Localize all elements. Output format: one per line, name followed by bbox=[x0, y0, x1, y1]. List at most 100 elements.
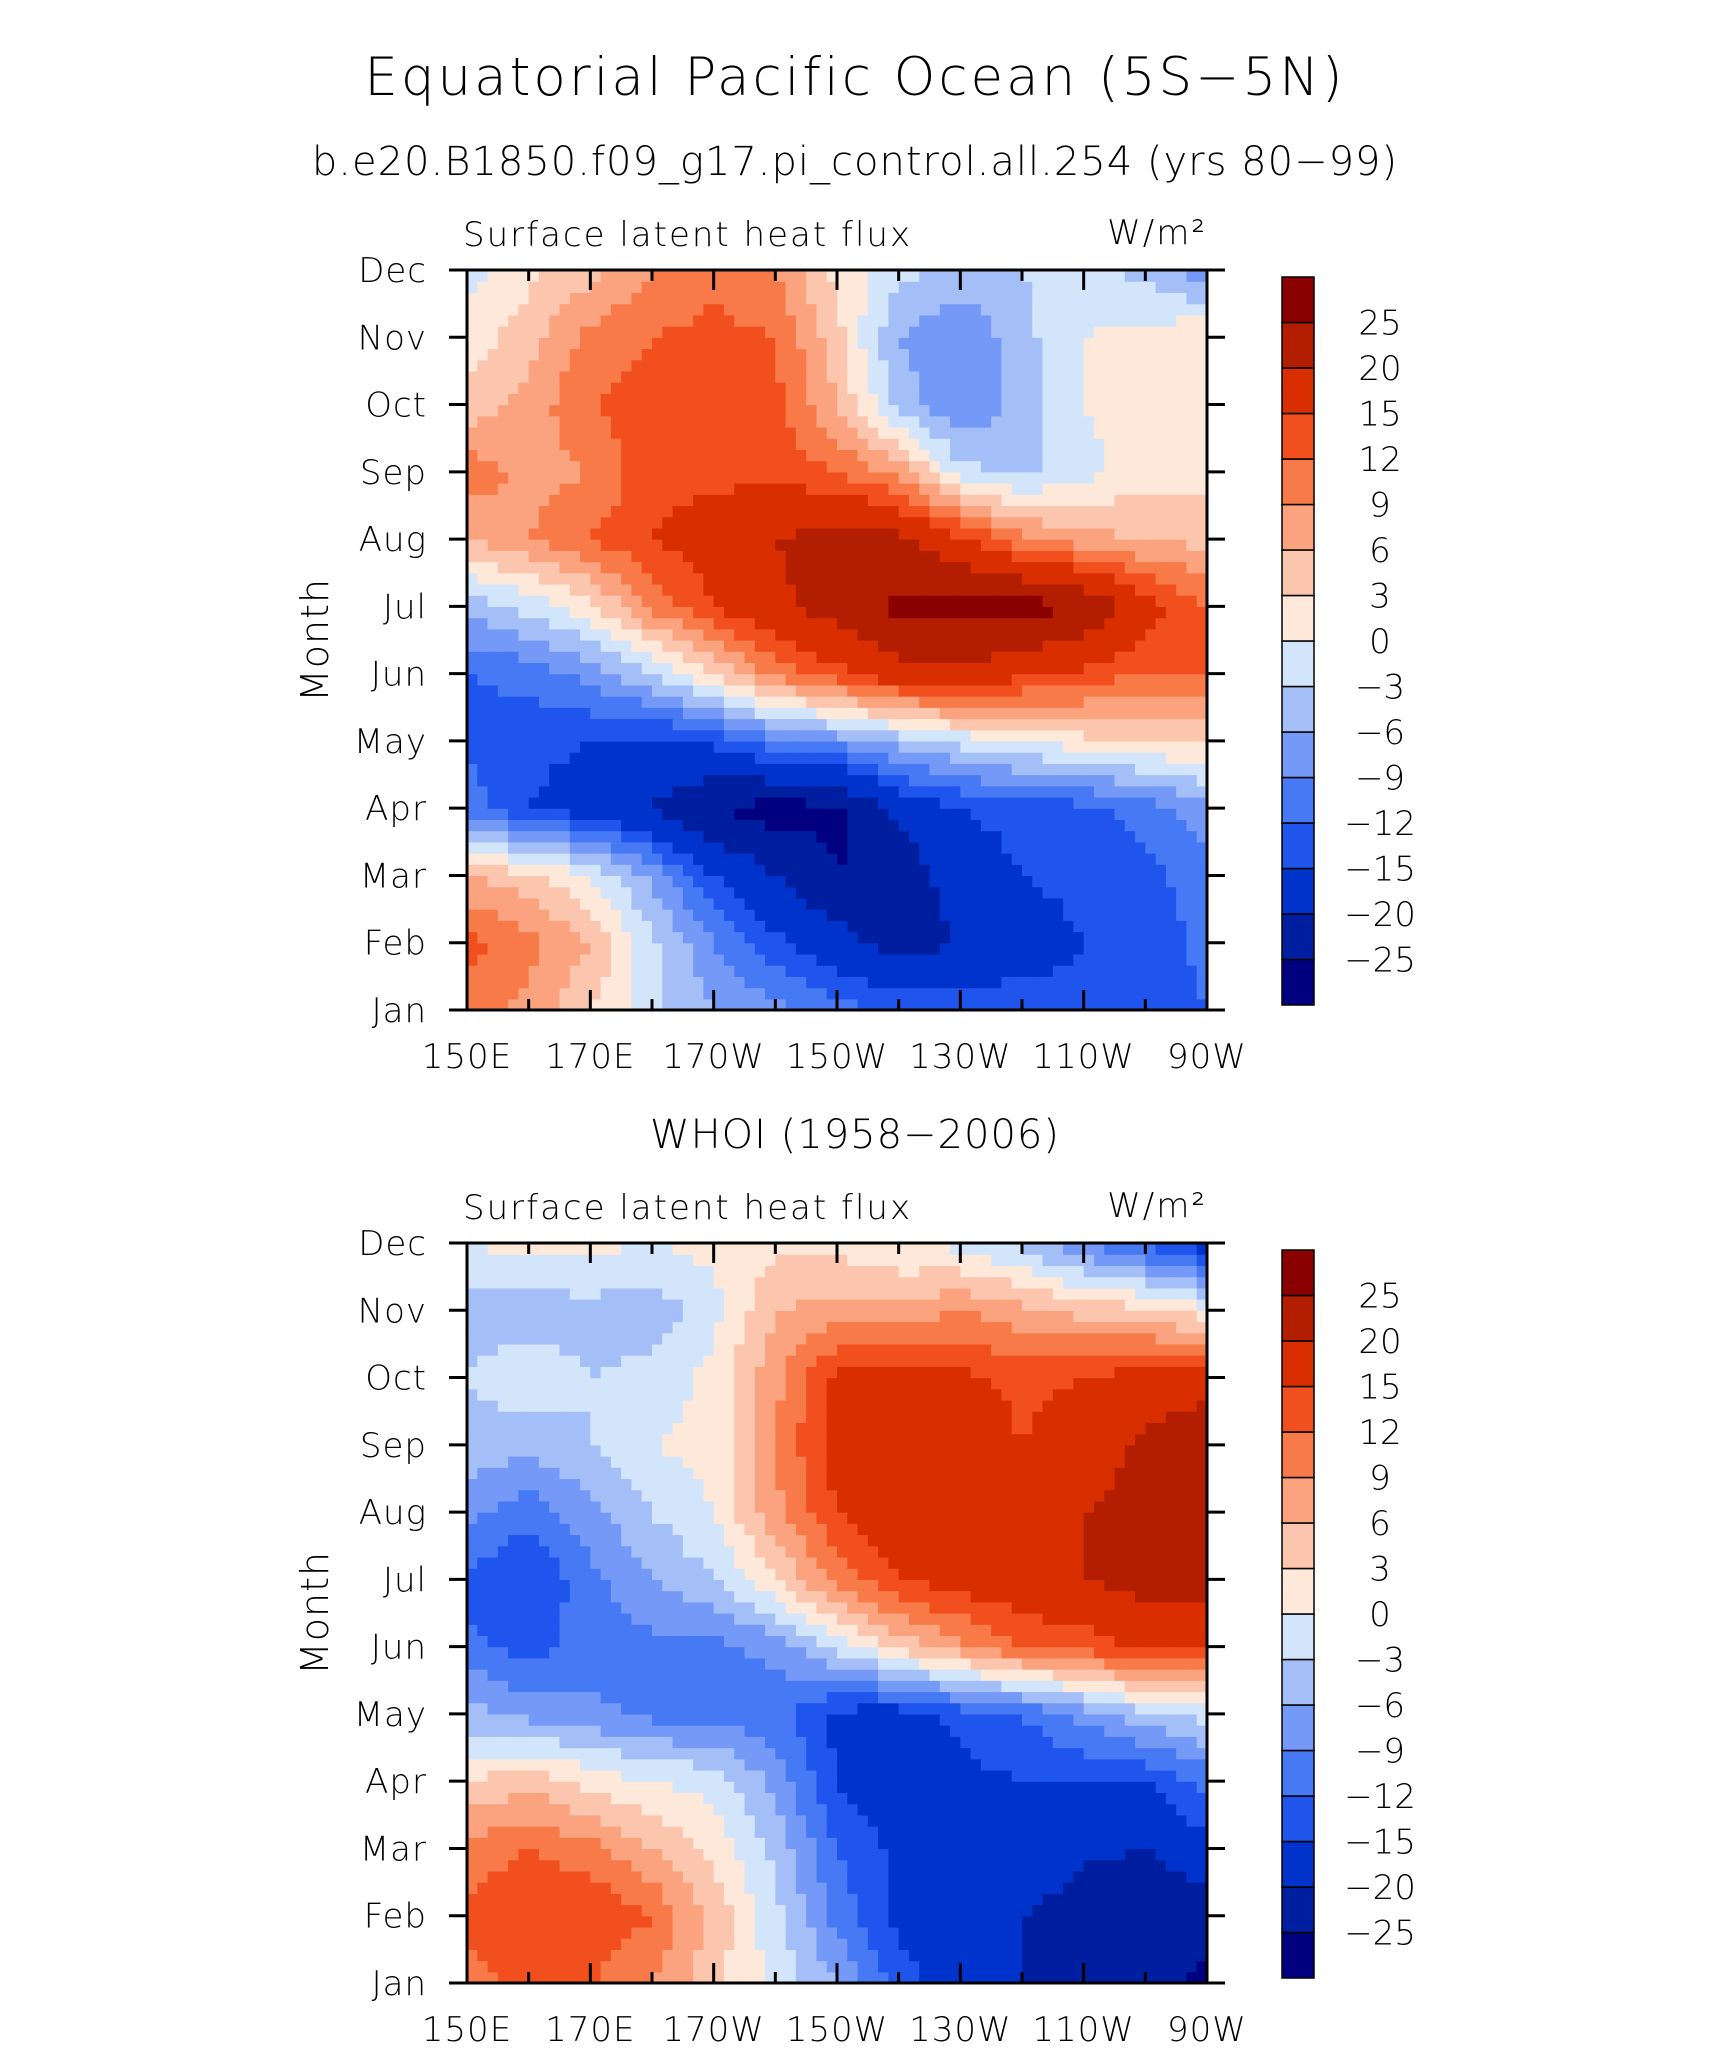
heatmap-cell bbox=[693, 830, 704, 843]
heatmap-cell bbox=[1196, 774, 1207, 787]
heatmap-cell bbox=[662, 1971, 674, 1983]
heatmap-cell bbox=[795, 292, 807, 305]
heatmap-cell bbox=[693, 853, 704, 865]
heatmap-cell bbox=[487, 471, 499, 484]
heatmap-cell bbox=[682, 808, 694, 820]
heatmap-cell bbox=[682, 314, 694, 327]
heatmap-cell bbox=[621, 404, 633, 417]
heatmap-cell bbox=[806, 673, 818, 686]
heatmap-cell bbox=[929, 326, 941, 338]
heatmap-cell bbox=[837, 830, 848, 843]
heatmap-cell bbox=[693, 684, 704, 697]
heatmap-cell bbox=[477, 370, 489, 383]
heatmap-cell bbox=[1011, 1960, 1023, 1973]
heatmap-cell bbox=[991, 415, 1003, 428]
heatmap-cell bbox=[1073, 483, 1085, 495]
heatmap-cell bbox=[857, 393, 869, 406]
heatmap-cell bbox=[1063, 909, 1074, 921]
heatmap-cell bbox=[713, 292, 725, 305]
heatmap-cell bbox=[621, 393, 633, 406]
heatmap-cell bbox=[775, 370, 787, 383]
heatmap-cell bbox=[806, 965, 818, 977]
heatmap-cell bbox=[857, 527, 869, 540]
heatmap-cell bbox=[1032, 449, 1044, 462]
heatmap-cell bbox=[847, 864, 859, 877]
heatmap-cell bbox=[580, 965, 591, 977]
heatmap-cell bbox=[467, 1960, 478, 1973]
heatmap-cell bbox=[1022, 965, 1033, 977]
heatmap-cell bbox=[929, 471, 941, 484]
heatmap-cell bbox=[1083, 785, 1095, 798]
heatmap-cell bbox=[765, 483, 776, 495]
heatmap-cell bbox=[723, 314, 735, 327]
heatmap-cell bbox=[1083, 673, 1095, 686]
heatmap-cell bbox=[1104, 550, 1116, 563]
heatmap-cell bbox=[991, 1960, 1003, 1973]
heatmap-cell bbox=[631, 539, 643, 551]
heatmap-cell bbox=[682, 370, 694, 383]
heatmap-cell bbox=[754, 337, 766, 350]
heatmap-cell bbox=[1176, 729, 1188, 742]
heatmap-cell bbox=[867, 572, 879, 585]
heatmap-cell bbox=[652, 651, 663, 664]
heatmap-cell bbox=[1073, 595, 1085, 607]
heatmap-cell bbox=[908, 886, 920, 899]
heatmap-cell bbox=[682, 696, 694, 708]
heatmap-cell bbox=[672, 572, 684, 585]
heatmap-cell bbox=[1011, 729, 1023, 742]
heatmap-cell bbox=[487, 1971, 499, 1983]
heatmap-cell bbox=[929, 303, 941, 316]
heatmap-cell bbox=[1032, 483, 1044, 495]
units-label: W/m² bbox=[1107, 213, 1207, 253]
heatmap-cell bbox=[744, 404, 756, 417]
heatmap-cell bbox=[795, 348, 807, 361]
heatmap-cell bbox=[939, 583, 951, 596]
heatmap-cell bbox=[1114, 942, 1126, 955]
heatmap-cell bbox=[806, 438, 818, 450]
heatmap-cell bbox=[713, 785, 725, 798]
heatmap-cell bbox=[621, 841, 633, 854]
heatmap-cell bbox=[713, 471, 725, 484]
heatmap-cell bbox=[970, 707, 982, 720]
heatmap-cell bbox=[641, 415, 653, 428]
heatmap-cell bbox=[1176, 673, 1188, 686]
heatmap-cell bbox=[1155, 640, 1167, 652]
heatmap-cell bbox=[518, 494, 530, 507]
heatmap-cell bbox=[991, 561, 1003, 574]
heatmap-cell bbox=[1052, 696, 1064, 708]
heatmap-cell bbox=[672, 281, 684, 294]
heatmap-cell bbox=[1083, 920, 1095, 933]
heatmap-cell bbox=[898, 998, 910, 1010]
heatmap-cell bbox=[497, 415, 509, 428]
heatmap-cell bbox=[467, 684, 478, 697]
heatmap-cell bbox=[1114, 628, 1126, 641]
heatmap-cell bbox=[980, 539, 992, 551]
heatmap-cell bbox=[652, 796, 663, 809]
heatmap-cell bbox=[497, 640, 509, 652]
heatmap-cell bbox=[898, 606, 910, 619]
heatmap-cell bbox=[538, 808, 550, 820]
heatmap-cell bbox=[908, 875, 920, 888]
heatmap-cell bbox=[693, 483, 704, 495]
heatmap-cell bbox=[549, 617, 561, 630]
heatmap-cell bbox=[641, 527, 653, 540]
heatmap-cell bbox=[487, 752, 499, 764]
heatmap-cell bbox=[754, 527, 766, 540]
heatmap-cell bbox=[682, 483, 694, 495]
heatmap-cell bbox=[1165, 729, 1177, 742]
heatmap-cell bbox=[508, 348, 519, 361]
heatmap-cell bbox=[549, 796, 561, 809]
heatmap-cell bbox=[487, 583, 499, 596]
heatmap-cell bbox=[816, 326, 828, 338]
heatmap-cell bbox=[1011, 483, 1023, 495]
heatmap-cell bbox=[1165, 314, 1177, 327]
heatmap-cell bbox=[1032, 718, 1044, 731]
heatmap-cell bbox=[538, 527, 550, 540]
heatmap-cell bbox=[1114, 471, 1126, 484]
heatmap-cell bbox=[1042, 819, 1054, 832]
heatmap-cell bbox=[878, 617, 889, 630]
heatmap-cell bbox=[538, 303, 550, 316]
heatmap-cell bbox=[610, 684, 622, 697]
heatmap-cell bbox=[908, 998, 920, 1010]
heatmap-cell bbox=[970, 292, 982, 305]
